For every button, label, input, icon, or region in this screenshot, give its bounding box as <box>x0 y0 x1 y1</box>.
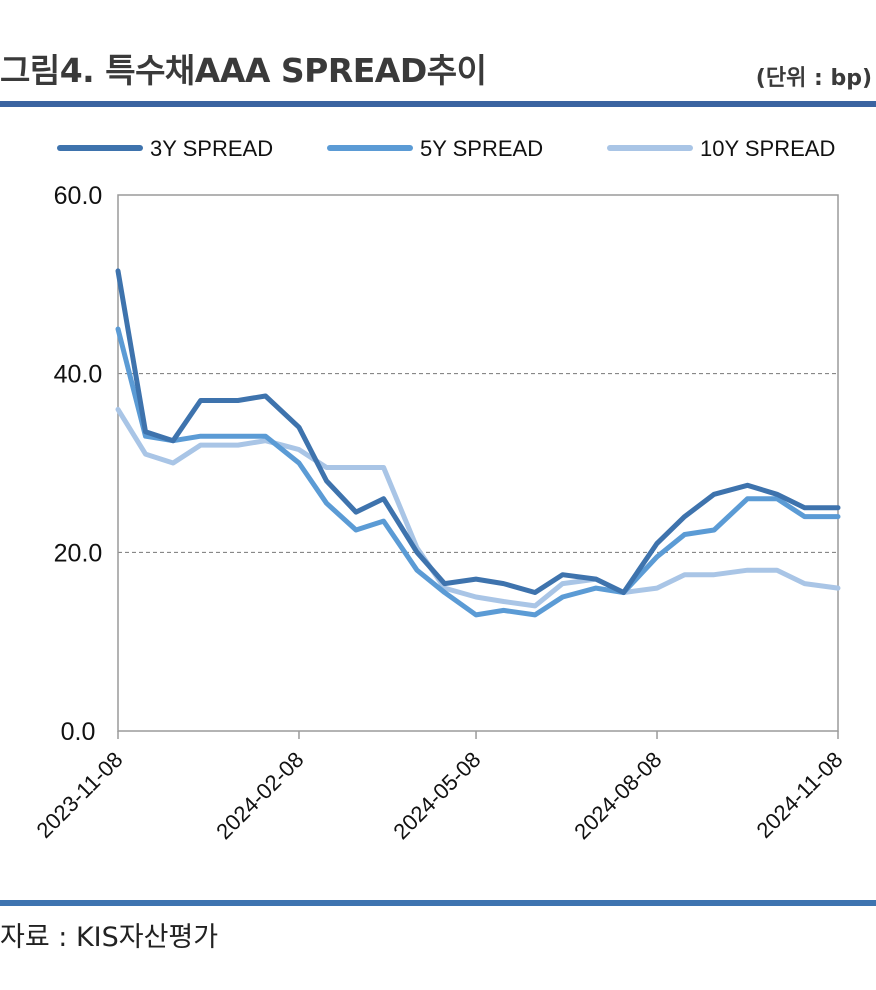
legend-label: 5Y SPREAD <box>420 136 543 161</box>
y-tick-label: 60.0 <box>54 182 103 210</box>
y-tick-label: 40.0 <box>54 361 103 389</box>
legend-label: 3Y SPREAD <box>150 136 273 161</box>
y-axis-ticks: 0.0 20.0 40.0 60.0 <box>54 182 103 746</box>
axes <box>117 194 839 732</box>
legend-label: 10Y SPREAD <box>700 136 835 161</box>
gridlines <box>118 373 838 553</box>
header-divider <box>0 101 876 107</box>
x-axis-ticks: 2023-11-08 2024-02-08 2024-05-08 2024-08-08… <box>31 731 848 844</box>
series-line <box>115 326 841 618</box>
line-chart: 3Y SPREAD 5Y SPREAD 10Y SPREAD 0.0 20.0 40.0… <box>31 136 848 844</box>
series-line <box>115 268 841 595</box>
x-tick-label: 2024-08-08 <box>569 747 666 844</box>
chart-title: 그림4. 특수채AAA SPREAD추이 <box>0 51 487 90</box>
footer-divider <box>0 900 876 906</box>
series-lines <box>115 268 841 618</box>
x-tick-label: 2024-05-08 <box>388 747 485 844</box>
source-note: 자료 : KIS자산평가 <box>0 922 219 953</box>
plot-area-frame <box>117 194 839 732</box>
y-tick-label: 20.0 <box>54 539 103 567</box>
x-tick-label: 2024-02-08 <box>211 747 308 844</box>
y-tick-label: 0.0 <box>61 718 96 746</box>
series-line <box>115 406 841 609</box>
x-tick-label: 2023-11-08 <box>31 747 127 843</box>
unit-label: (단위 : bp) <box>755 66 872 91</box>
x-tick-label: 2024-11-08 <box>751 747 847 843</box>
legend: 3Y SPREAD 5Y SPREAD 10Y SPREAD <box>57 136 835 161</box>
